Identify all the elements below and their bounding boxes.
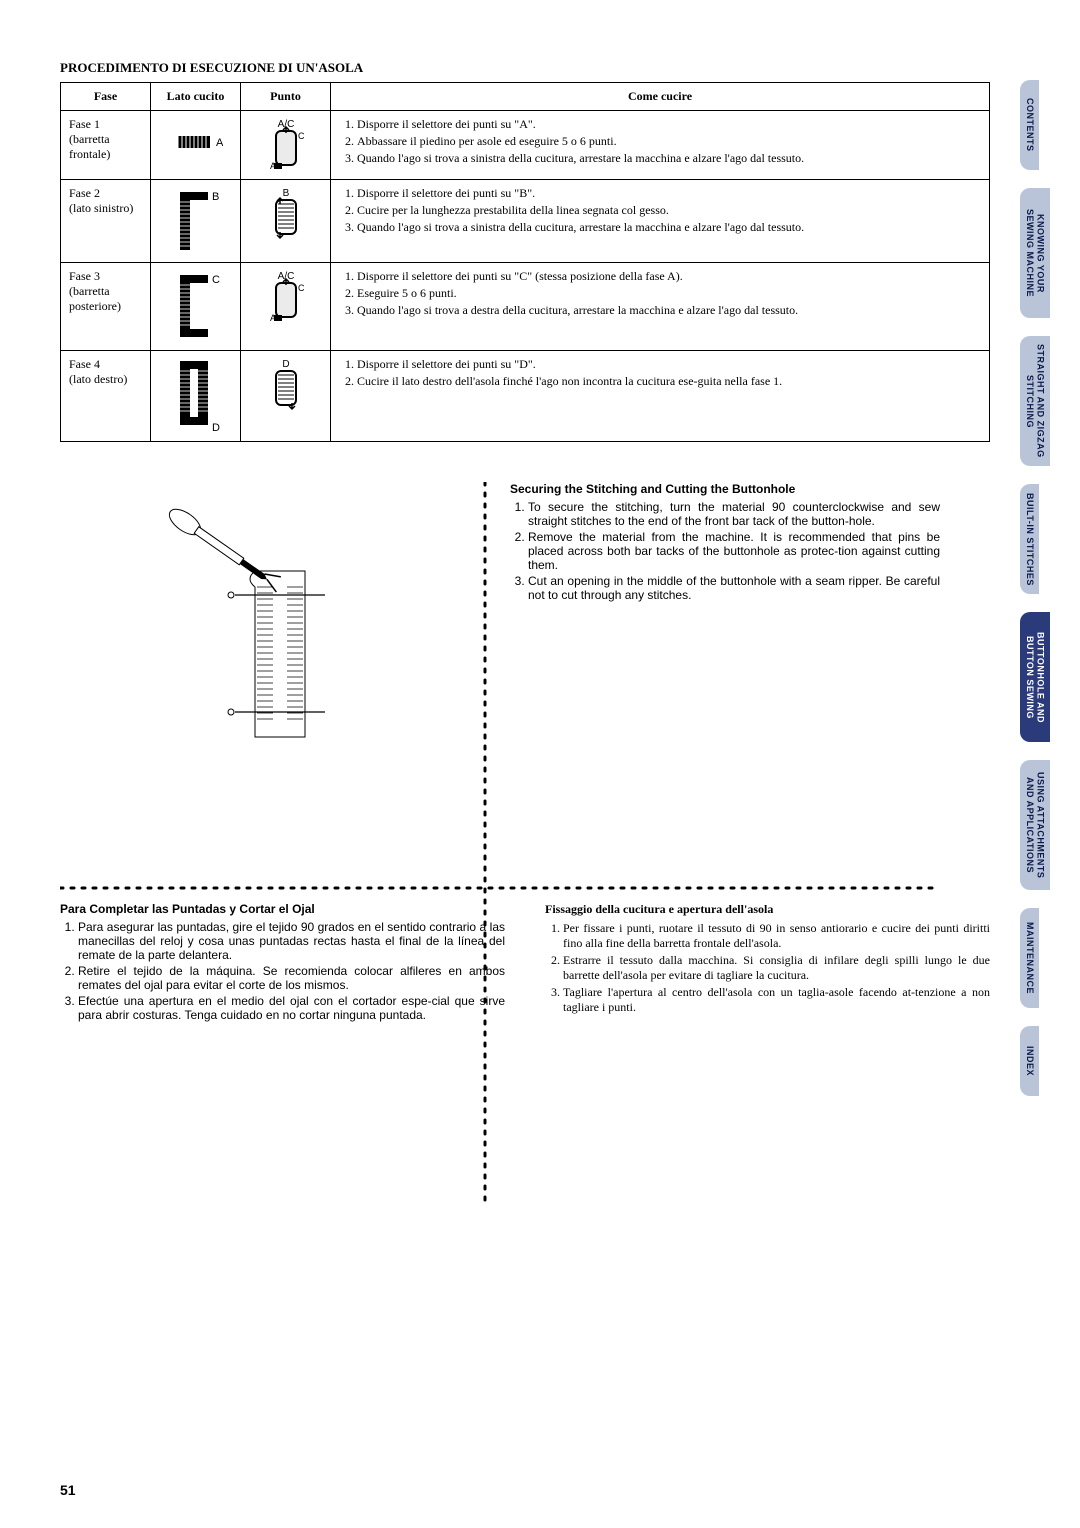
vertical-dotted-divider — [480, 482, 490, 1206]
step-item: Quando l'ago si trova a destra della cuc… — [357, 303, 981, 318]
step-item: Eseguire 5 o 6 punti. — [357, 286, 981, 301]
svg-text:C: C — [212, 274, 220, 286]
svg-text:C: C — [298, 131, 305, 141]
procedure-table: Fase Lato cucito Punto Come cucire Fase … — [60, 82, 990, 442]
cell-come: Disporre il selettore dei punti su "B". C… — [331, 180, 990, 263]
english-step: To secure the stitching, turn the materi… — [528, 500, 940, 528]
cell-punto: D — [241, 351, 331, 442]
side-tabs: CONTENTS KNOWING YOUR SEWING MACHINE STRAI… — [1020, 80, 1080, 1114]
step-item: Cucire per la lunghezza prestabilita del… — [357, 203, 981, 218]
page-number: 51 — [60, 1482, 76, 1498]
side-tab[interactable]: CONTENTS — [1020, 80, 1039, 170]
side-tab[interactable]: MAINTENANCE — [1020, 908, 1039, 1008]
cell-fase: Fase 1(barrettafrontale) — [61, 111, 151, 180]
svg-text:D: D — [212, 422, 220, 434]
italian-step: Estrarre il tessuto dalla macchina. Si c… — [563, 953, 990, 983]
side-tab[interactable]: BUILT-IN STITCHES — [1020, 484, 1039, 594]
table-row: Fase 1(barrettafrontale) A A/C A C Dispo… — [61, 111, 990, 180]
italian-step: Tagliare l'apertura al centro dell'asola… — [563, 985, 990, 1015]
svg-text:A: A — [216, 137, 223, 149]
svg-text:D: D — [282, 359, 289, 370]
side-tab[interactable]: BUTTONHOLE AND BUTTON SEWING — [1020, 612, 1050, 742]
cell-fase: Fase 3(barrettaposteriore) — [61, 263, 151, 351]
th-fase: Fase — [61, 83, 151, 111]
seam-ripper-illustration — [150, 502, 410, 766]
cell-come: Disporre il selettore dei punti su "A". A… — [331, 111, 990, 180]
th-punto: Punto — [241, 83, 331, 111]
svg-text:B: B — [212, 191, 219, 203]
cell-punto: A/C A C — [241, 263, 331, 351]
spanish-step: Para asegurar las puntadas, gire el teji… — [78, 920, 505, 962]
cell-lato: C — [151, 263, 241, 351]
step-item: Quando l'ago si trova a sinistra della c… — [357, 151, 981, 166]
english-step: Remove the material from the machine. It… — [528, 530, 940, 572]
step-item: Abbassare il piedino per asole ed esegui… — [357, 134, 981, 149]
side-tab[interactable]: KNOWING YOUR SEWING MACHINE — [1020, 188, 1050, 318]
spanish-step: Retire el tejido de la máquina. Se recom… — [78, 964, 505, 992]
svg-text:B: B — [282, 188, 289, 199]
cell-come: Disporre il selettore dei punti su "C" (… — [331, 263, 990, 351]
table-row: Fase 4(lato destro) D D Disporre il sele… — [61, 351, 990, 442]
horizontal-dotted-divider — [60, 882, 940, 897]
side-tab[interactable]: INDEX — [1020, 1026, 1039, 1096]
italian-step: Per fissare i punti, ruotare il tessuto … — [563, 921, 990, 951]
step-item: Cucire il lato destro dell'asola finché … — [357, 374, 981, 389]
cell-come: Disporre il selettore dei punti su "D". C… — [331, 351, 990, 442]
step-item: Disporre il selettore dei punti su "A". — [357, 117, 981, 132]
cell-fase: Fase 2(lato sinistro) — [61, 180, 151, 263]
cell-fase: Fase 4(lato destro) — [61, 351, 151, 442]
step-item: Disporre il selettore dei punti su "D". — [357, 357, 981, 372]
section-title: PROCEDIMENTO DI ESECUZIONE DI UN'ASOLA — [60, 60, 990, 76]
english-step: Cut an opening in the middle of the butt… — [528, 574, 940, 602]
side-tab[interactable]: USING ATTACHMENTS AND APPLICATIONS — [1020, 760, 1050, 890]
th-come: Come cucire — [331, 83, 990, 111]
cell-lato: A — [151, 111, 241, 180]
table-header-row: Fase Lato cucito Punto Come cucire — [61, 83, 990, 111]
th-lato: Lato cucito — [151, 83, 241, 111]
table-row: Fase 3(barrettaposteriore) C A/C A C Dis… — [61, 263, 990, 351]
english-instructions: Securing the Stitching and Cutting the B… — [510, 482, 940, 604]
cell-lato: B — [151, 180, 241, 263]
cell-lato: D — [151, 351, 241, 442]
bottom-columns: Para Completar las Puntadas y Cortar el … — [60, 902, 990, 1024]
step-item: Disporre il selettore dei punti su "B". — [357, 186, 981, 201]
table-row: Fase 2(lato sinistro) B B Disporre il se… — [61, 180, 990, 263]
svg-text:C: C — [298, 283, 305, 293]
step-item: Quando l'ago si trova a sinistra della c… — [357, 220, 981, 235]
spanish-step: Efectúe una apertura en el medio del oja… — [78, 994, 505, 1022]
spanish-heading: Para Completar las Puntadas y Cortar el … — [60, 902, 505, 916]
italian-instructions: Fissaggio della cucitura e apertura dell… — [545, 902, 990, 1024]
cell-punto: B — [241, 180, 331, 263]
step-item: Disporre il selettore dei punti su "C" (… — [357, 269, 981, 284]
italian-heading: Fissaggio della cucitura e apertura dell… — [545, 902, 990, 917]
english-heading: Securing the Stitching and Cutting the B… — [510, 482, 940, 496]
spanish-instructions: Para Completar las Puntadas y Cortar el … — [60, 902, 505, 1024]
cell-punto: A/C A C — [241, 111, 331, 180]
side-tab[interactable]: STRAIGHT AND ZIGZAG STITCHING — [1020, 336, 1050, 466]
